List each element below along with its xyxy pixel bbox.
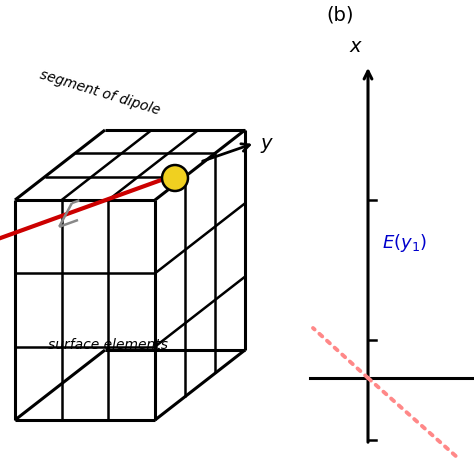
Text: (b): (b) [326,5,354,24]
Circle shape [162,165,188,191]
Text: $E(y_1)$: $E(y_1)$ [382,232,427,254]
Text: x: x [350,37,362,56]
Text: segment of dipole: segment of dipole [38,68,162,118]
Text: y: y [260,134,272,153]
Text: surface elements: surface elements [48,338,168,352]
